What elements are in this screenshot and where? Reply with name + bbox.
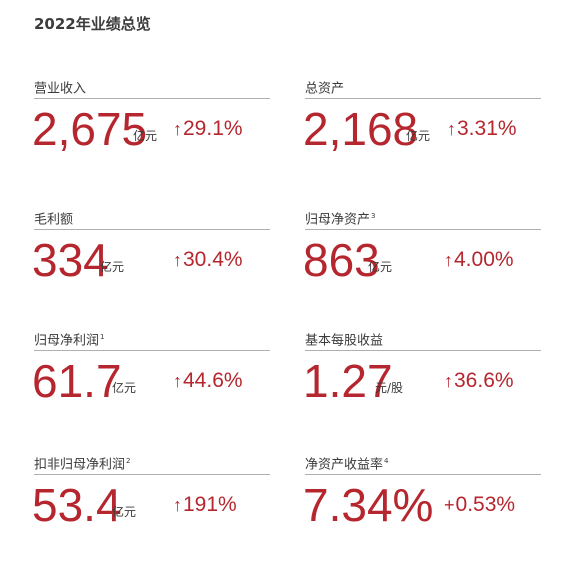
metric-total-assets: 总资产 2,168 亿元 ↑3.31% <box>303 76 541 186</box>
metric-value: 2,675 <box>32 103 148 155</box>
metric-label-text: 归母净资产 <box>305 212 371 228</box>
page-title: 2022年业绩总览 <box>34 15 151 33</box>
metric-unit: 亿元 <box>100 260 125 274</box>
metric-label-text: 基本每股收益 <box>305 333 384 349</box>
metric-label-text: 扣非归母净利润 <box>34 457 126 473</box>
metric-label: 营业收入 <box>34 76 87 98</box>
metric-change-value: 0.53% <box>455 493 516 516</box>
metric-gross-profit: 毛利额 334 亿元 ↑30.4% <box>32 207 270 317</box>
metric-change-value: 36.6% <box>454 369 514 392</box>
divider <box>305 350 541 351</box>
metric-label-text: 营业收入 <box>34 81 87 97</box>
metric-label: 归母净利润1 <box>34 328 104 350</box>
metric-value: 334 <box>32 234 109 286</box>
metric-label-text: 总资产 <box>305 81 345 97</box>
metric-change-value: 44.6% <box>183 369 243 392</box>
metric-change: ↑44.6% <box>173 368 243 394</box>
metric-net-assets: 归母净资产3 863 亿元 ↑4.00% <box>303 207 541 317</box>
metric-change: ↑29.1% <box>173 116 243 142</box>
metric-label-text: 毛利额 <box>34 212 74 228</box>
metric-adjusted-net-profit: 扣非归母净利润2 53.4 亿元 ↑191% <box>32 452 270 562</box>
metric-label-text: 归母净利润 <box>34 333 100 349</box>
divider <box>34 350 270 351</box>
metric-change: +0.53% <box>444 492 515 518</box>
metric-label: 净资产收益率4 <box>305 452 388 474</box>
metric-unit: 亿元 <box>368 260 393 274</box>
metric-unit: 亿元 <box>133 129 158 143</box>
metric-revenue: 营业收入 2,675 亿元 ↑29.1% <box>32 76 270 186</box>
metric-change-value: 30.4% <box>183 248 243 271</box>
metric-roe: 净资产收益率4 7.34% +0.53% <box>303 452 541 562</box>
metric-unit: 亿元 <box>112 505 137 519</box>
arrow-up-icon: ↑ <box>447 119 456 139</box>
metric-change-value: 191% <box>183 493 237 516</box>
metric-value: 2,168 <box>303 103 419 155</box>
metric-net-profit: 归母净利润1 61.7 亿元 ↑44.6% <box>32 328 270 438</box>
divider <box>34 98 270 99</box>
divider <box>34 474 270 475</box>
metric-change: ↑30.4% <box>173 247 243 273</box>
metric-change: ↑191% <box>173 492 237 518</box>
metric-unit: 亿元 <box>112 381 137 395</box>
metric-label: 总资产 <box>305 76 345 98</box>
arrow-up-icon: ↑ <box>173 495 182 515</box>
metric-label-text: 净资产收益率 <box>305 457 384 473</box>
divider <box>305 229 541 230</box>
metric-change-value: 4.00% <box>454 248 514 271</box>
footnote-marker: 1 <box>100 333 105 341</box>
metric-value: 7.34% <box>303 479 434 531</box>
divider <box>34 229 270 230</box>
metric-value: 61.7 <box>32 355 122 407</box>
metric-change-value: 29.1% <box>183 117 243 140</box>
arrow-up-icon: ↑ <box>444 371 453 391</box>
divider <box>305 474 541 475</box>
footnote-marker: 3 <box>371 212 376 220</box>
metric-value: 53.4 <box>32 479 122 531</box>
divider <box>305 98 541 99</box>
metric-unit: 元/股 <box>375 381 404 395</box>
metric-change: ↑3.31% <box>447 116 517 142</box>
metric-change: ↑36.6% <box>444 368 514 394</box>
arrow-up-icon: ↑ <box>173 371 182 391</box>
arrow-up-icon: ↑ <box>444 250 453 270</box>
metric-label: 基本每股收益 <box>305 328 384 350</box>
arrow-up-icon: ↑ <box>173 250 182 270</box>
metric-unit: 亿元 <box>406 129 431 143</box>
footnote-marker: 4 <box>384 457 389 465</box>
footnote-marker: 2 <box>126 457 131 465</box>
metric-label: 扣非归母净利润2 <box>34 452 130 474</box>
metric-label: 毛利额 <box>34 207 74 229</box>
metric-change-value: 3.31% <box>457 117 517 140</box>
metric-value: 863 <box>303 234 380 286</box>
metric-change: ↑4.00% <box>444 247 514 273</box>
metric-eps: 基本每股收益 1.27 元/股 ↑36.6% <box>303 328 541 438</box>
plus-icon: + <box>444 495 455 515</box>
metric-label: 归母净资产3 <box>305 207 375 229</box>
metric-value: 1.27 <box>303 355 393 407</box>
arrow-up-icon: ↑ <box>173 119 182 139</box>
